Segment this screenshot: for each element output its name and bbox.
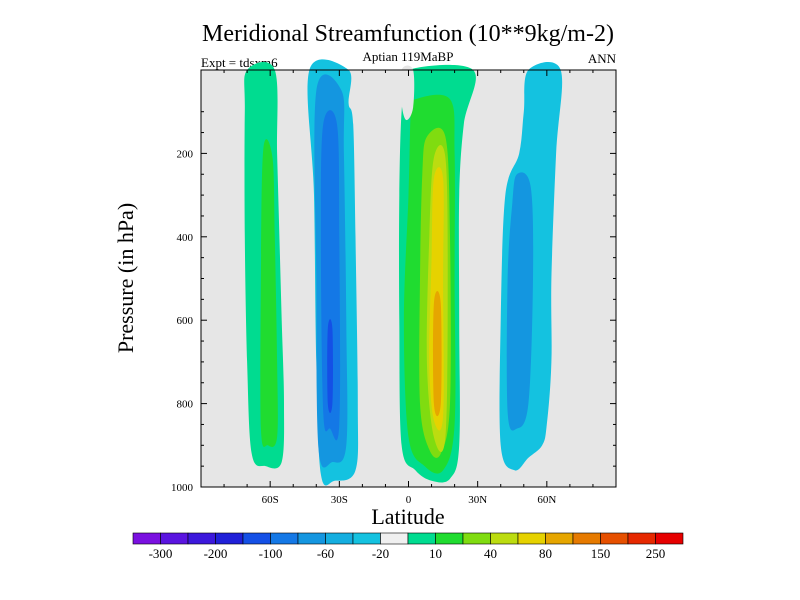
colorbar-swatch <box>187 532 216 545</box>
x-tick-label: 60S <box>262 494 279 506</box>
colorbar-label: -60 <box>317 546 334 561</box>
colorbar-swatch <box>600 532 629 545</box>
colorbar-swatch <box>435 532 464 545</box>
y-tick-label: 800 <box>177 399 194 411</box>
y-tick-label: 600 <box>177 315 194 327</box>
colorbar-swatch <box>517 532 546 545</box>
contour-equator-gap-top <box>400 65 415 121</box>
contour-fills <box>244 59 563 486</box>
colorbar-swatch <box>462 532 491 545</box>
contour-nh-hadley-core <box>433 290 442 417</box>
colorbar-label: 10 <box>429 546 442 561</box>
colorbar-swatch <box>132 532 161 545</box>
colorbar-swatch <box>627 532 656 545</box>
colorbar-swatch <box>325 532 354 545</box>
x-tick-label: 30S <box>331 494 348 506</box>
y-axis-label: Pressure (in hPa) <box>113 203 138 353</box>
colorbar-swatch <box>407 532 436 545</box>
colorbar-swatch <box>160 532 189 545</box>
y-tick-label: 400 <box>177 232 194 244</box>
x-tick-label: 60N <box>537 494 556 506</box>
y-tick-label: 200 <box>177 148 194 160</box>
colorbar-label: 40 <box>484 546 497 561</box>
colorbar <box>132 532 684 545</box>
y-tick-labels: 200 400 600 800 1000 <box>171 148 194 494</box>
colorbar-label: -200 <box>204 546 228 561</box>
colorbar-labels: -300 -200 -100 -60 -20 10 40 80 150 250 <box>149 546 666 561</box>
colorbar-swatch <box>270 532 299 545</box>
colorbar-swatch <box>490 532 519 545</box>
colorbar-label: -300 <box>149 546 173 561</box>
colorbar-label: -100 <box>259 546 283 561</box>
colorbar-swatch <box>297 532 326 545</box>
chart-subtitle: Aptian 119MaBP <box>363 49 454 64</box>
season-label: ANN <box>588 51 617 66</box>
contour-sh-hadley-core <box>327 319 333 413</box>
colorbar-label: 250 <box>646 546 666 561</box>
plot-area <box>200 59 617 488</box>
colorbar-swatch <box>545 532 574 545</box>
contour-nh-ferrel-core <box>506 172 534 431</box>
x-tick-label: 30N <box>468 494 487 506</box>
contour-sh-hadley-level3 <box>320 110 341 441</box>
contour-sh-ferrel-core <box>260 139 278 447</box>
colorbar-label: -20 <box>372 546 389 561</box>
x-tick-labels: 60S 30S 0 30N 60N <box>262 494 557 506</box>
colorbar-label: 150 <box>591 546 611 561</box>
colorbar-swatch <box>215 532 244 545</box>
x-tick-label: 0 <box>406 494 412 506</box>
x-axis-label: Latitude <box>371 504 444 529</box>
colorbar-label: 80 <box>539 546 552 561</box>
y-tick-label: 1000 <box>171 482 194 494</box>
colorbar-swatch <box>380 532 409 545</box>
colorbar-swatch <box>352 532 381 545</box>
colorbar-swatch <box>572 532 601 545</box>
chart-title: Meridional Streamfunction (10**9kg/m-2) <box>202 21 614 47</box>
colorbar-swatch <box>242 532 271 545</box>
axis-ticks <box>200 70 617 488</box>
colorbar-swatch <box>655 532 684 545</box>
